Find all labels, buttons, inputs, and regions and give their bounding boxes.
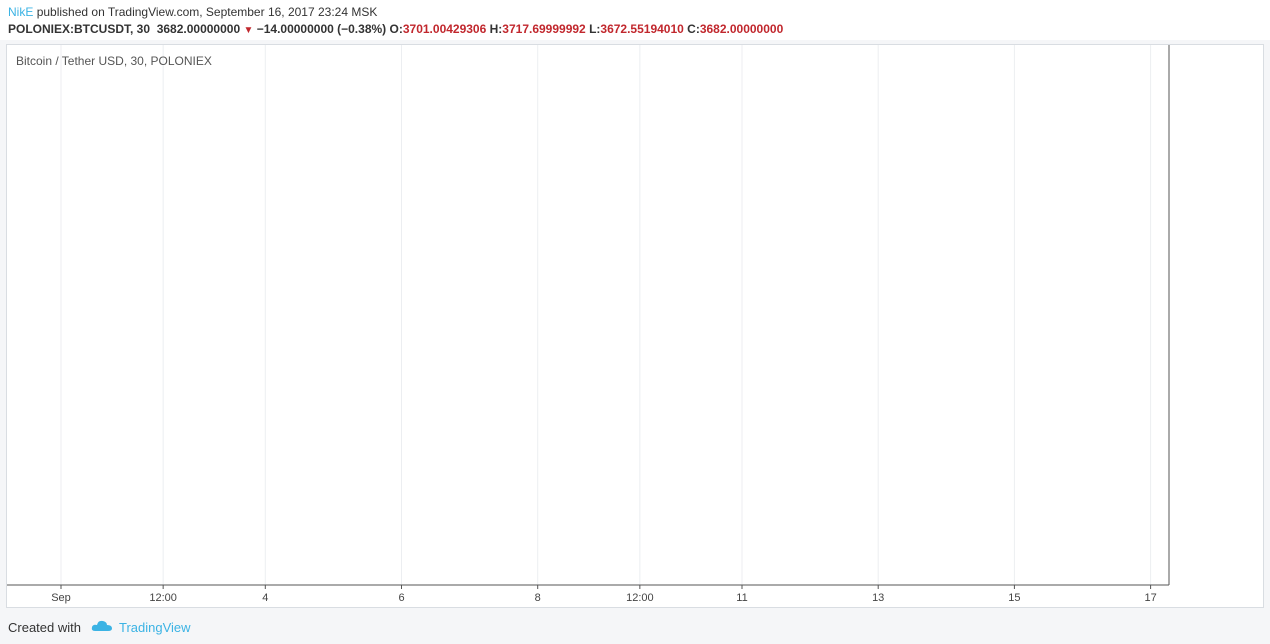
change-value: −14.00000000 (−0.38%): [256, 22, 387, 36]
high-value: 3717.69999992: [502, 22, 586, 36]
x-tick-label: 12:00: [149, 592, 177, 604]
down-arrow-icon: ▼: [243, 25, 254, 36]
x-tick-label: 13: [872, 592, 884, 604]
high-label: H:: [489, 22, 503, 36]
price-chart[interactable]: 5000.000000004800.000000004600.000000004…: [7, 45, 1263, 607]
x-tick-label: 6: [398, 592, 404, 604]
publish-text: published on TradingView.com, September …: [36, 5, 378, 19]
x-tick-label: 17: [1144, 592, 1156, 604]
low-label: L:: [589, 22, 601, 36]
open-label: O:: [389, 22, 403, 36]
last-price: 3682.00000000: [156, 22, 241, 36]
open-value: 3701.00429306: [402, 22, 487, 36]
footer: Created with TradingView: [8, 619, 191, 636]
close-label: C:: [687, 22, 700, 36]
ohlc-info: POLONIEX:BTCUSDT, 30 3682.00000000 ▼ −14…: [8, 22, 783, 36]
chart-frame[interactable]: 5000.000000004800.000000004600.000000004…: [6, 44, 1264, 608]
x-tick-label: 12:00: [626, 592, 654, 604]
chart-header: NikE published on TradingView.com, Septe…: [0, 0, 1270, 40]
x-tick-label: 11: [736, 592, 747, 604]
chart-title: Bitcoin / Tether USD, 30, POLONIEX: [16, 54, 212, 68]
created-with-text: Created with: [8, 620, 81, 635]
author-name[interactable]: NikE: [8, 5, 34, 19]
x-tick-label: 8: [535, 592, 541, 604]
tradingview-cloud-icon: [91, 619, 113, 636]
x-tick-label: 4: [262, 592, 268, 604]
publish-info: NikE published on TradingView.com, Septe…: [8, 5, 377, 19]
x-tick-label: 15: [1008, 592, 1020, 604]
close-value: 3682.00000000: [699, 22, 784, 36]
symbol-label: POLONIEX:BTCUSDT, 30: [8, 22, 151, 36]
tradingview-brand[interactable]: TradingView: [118, 620, 191, 635]
x-tick-label: Sep: [51, 592, 71, 604]
low-value: 3672.55194010: [600, 22, 684, 36]
